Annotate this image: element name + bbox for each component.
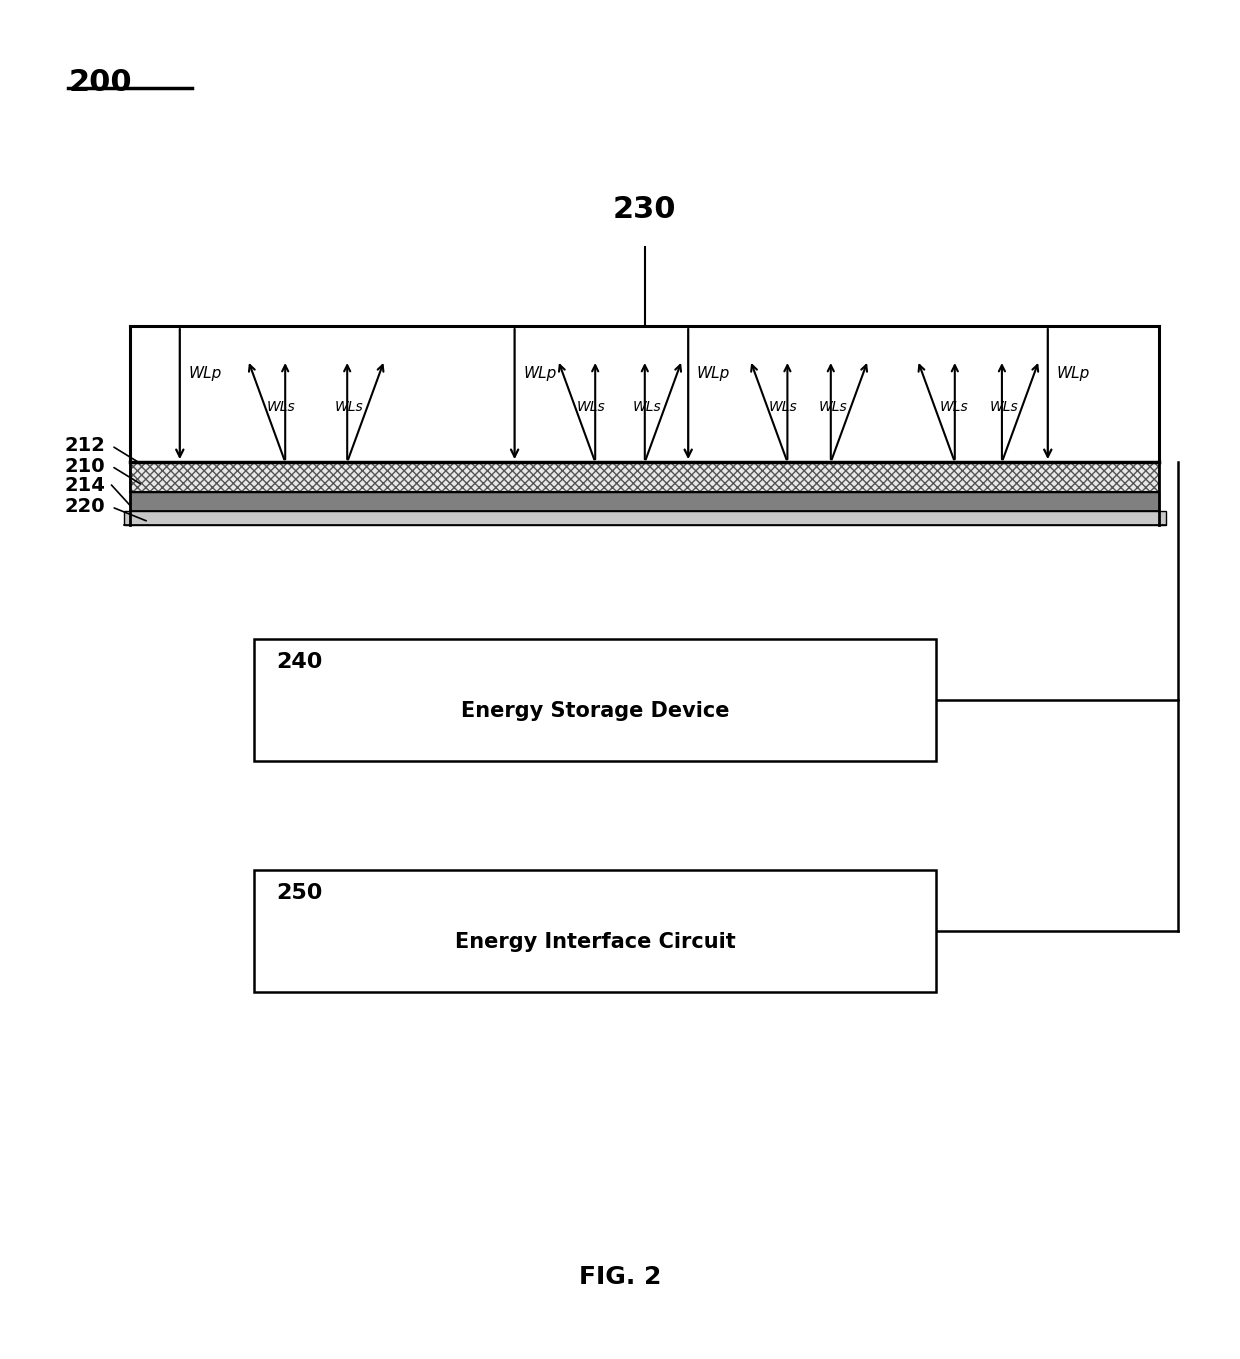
Text: WLp: WLp: [1056, 366, 1090, 381]
Bar: [130, 462, 1159, 492]
Text: WLp: WLp: [697, 366, 730, 381]
Text: WLs: WLs: [818, 401, 847, 414]
Text: WLp: WLp: [188, 366, 222, 381]
Text: 230: 230: [613, 196, 677, 224]
Text: 210: 210: [64, 457, 105, 476]
Text: WLp: WLp: [523, 366, 557, 381]
Text: 250: 250: [277, 883, 322, 904]
Text: Energy Storage Device: Energy Storage Device: [461, 701, 729, 720]
Bar: [124, 511, 1166, 525]
Bar: [130, 492, 1159, 511]
Text: WLs: WLs: [335, 401, 363, 414]
Text: WLs: WLs: [577, 401, 605, 414]
Text: WLs: WLs: [632, 401, 661, 414]
Text: 240: 240: [277, 652, 322, 673]
Text: 212: 212: [64, 436, 105, 455]
Text: 214: 214: [64, 476, 105, 495]
Text: WLs: WLs: [267, 401, 295, 414]
Text: WLs: WLs: [990, 401, 1018, 414]
Text: Energy Interface Circuit: Energy Interface Circuit: [455, 932, 735, 951]
Bar: [254, 870, 936, 992]
Text: FIG. 2: FIG. 2: [579, 1265, 661, 1290]
Text: 200: 200: [68, 68, 131, 96]
Text: WLs: WLs: [940, 401, 968, 414]
Text: WLs: WLs: [769, 401, 797, 414]
Bar: [254, 639, 936, 761]
Text: 220: 220: [64, 497, 105, 516]
